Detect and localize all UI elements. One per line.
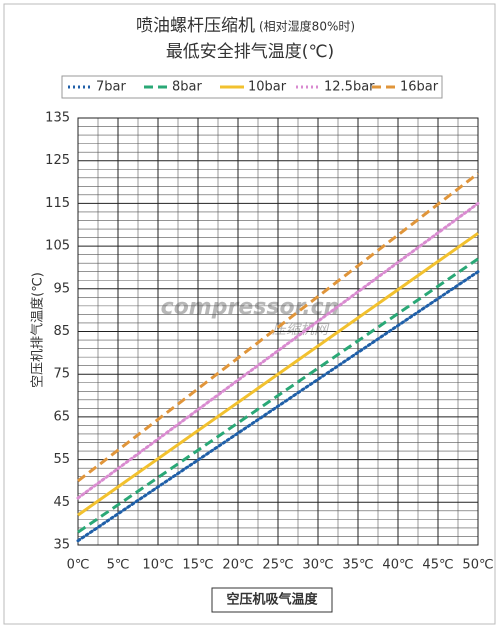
- title-note: (相对湿度80%时): [259, 19, 355, 34]
- x-tick-label: 30℃: [302, 558, 333, 573]
- plot-frame: [77, 117, 479, 546]
- x-tick-label: 5℃: [107, 558, 130, 573]
- y-tick-label: 55: [53, 452, 70, 467]
- x-tick-label: 15℃: [182, 558, 213, 573]
- x-tick-label: 0℃: [67, 558, 90, 573]
- watermark-text: compressor.cn: [161, 295, 340, 320]
- series-line: [76, 270, 480, 543]
- y-tick-label: 45: [53, 495, 70, 510]
- series-line: [77, 172, 479, 483]
- chart-subtitle: 最低安全排气温度(℃): [166, 42, 334, 62]
- x-tick-label: 25℃: [262, 558, 293, 573]
- y-tick-label: 35: [53, 538, 70, 553]
- grid: [77, 117, 479, 546]
- legend-box: [61, 75, 443, 99]
- y-tick-label: 115: [45, 196, 70, 211]
- x-tick-label: 35℃: [342, 558, 373, 573]
- chart-title: 喷油螺杆压缩机: [136, 16, 255, 36]
- legend-label: 10bar: [248, 80, 287, 95]
- x-tick-label: 45℃: [422, 558, 453, 573]
- y-tick-label: 85: [53, 324, 70, 339]
- series-line: [77, 257, 479, 534]
- x-tick-label: 20℃: [222, 558, 253, 573]
- y-tick-label: 75: [53, 367, 70, 382]
- x-tick-label: 50℃: [462, 558, 493, 573]
- series-line: [77, 232, 479, 517]
- series-line: [76, 201, 480, 500]
- x-title-box: [211, 587, 333, 613]
- watermark-text: 压缩机网: [272, 322, 330, 338]
- y-axis-title: 空压机排气温度(℃): [30, 272, 46, 388]
- legend-label: 16bar: [400, 80, 439, 95]
- y-tick-label: 105: [45, 239, 70, 254]
- x-tick-label: 40℃: [382, 558, 413, 573]
- legend-label: 7bar: [96, 80, 126, 95]
- watermark: compressor.cn 压缩机网: [161, 295, 340, 338]
- legend-label: 12.5bar: [324, 80, 375, 95]
- x-tick-label: 10℃: [142, 558, 173, 573]
- y-tick-label: 135: [45, 111, 70, 126]
- y-tick-label: 125: [45, 153, 70, 168]
- y-tick-label: 95: [53, 281, 70, 296]
- legend-label: 8bar: [172, 80, 202, 95]
- x-axis-title: 空压机吸气温度: [226, 592, 318, 608]
- y-tick-label: 65: [53, 409, 70, 424]
